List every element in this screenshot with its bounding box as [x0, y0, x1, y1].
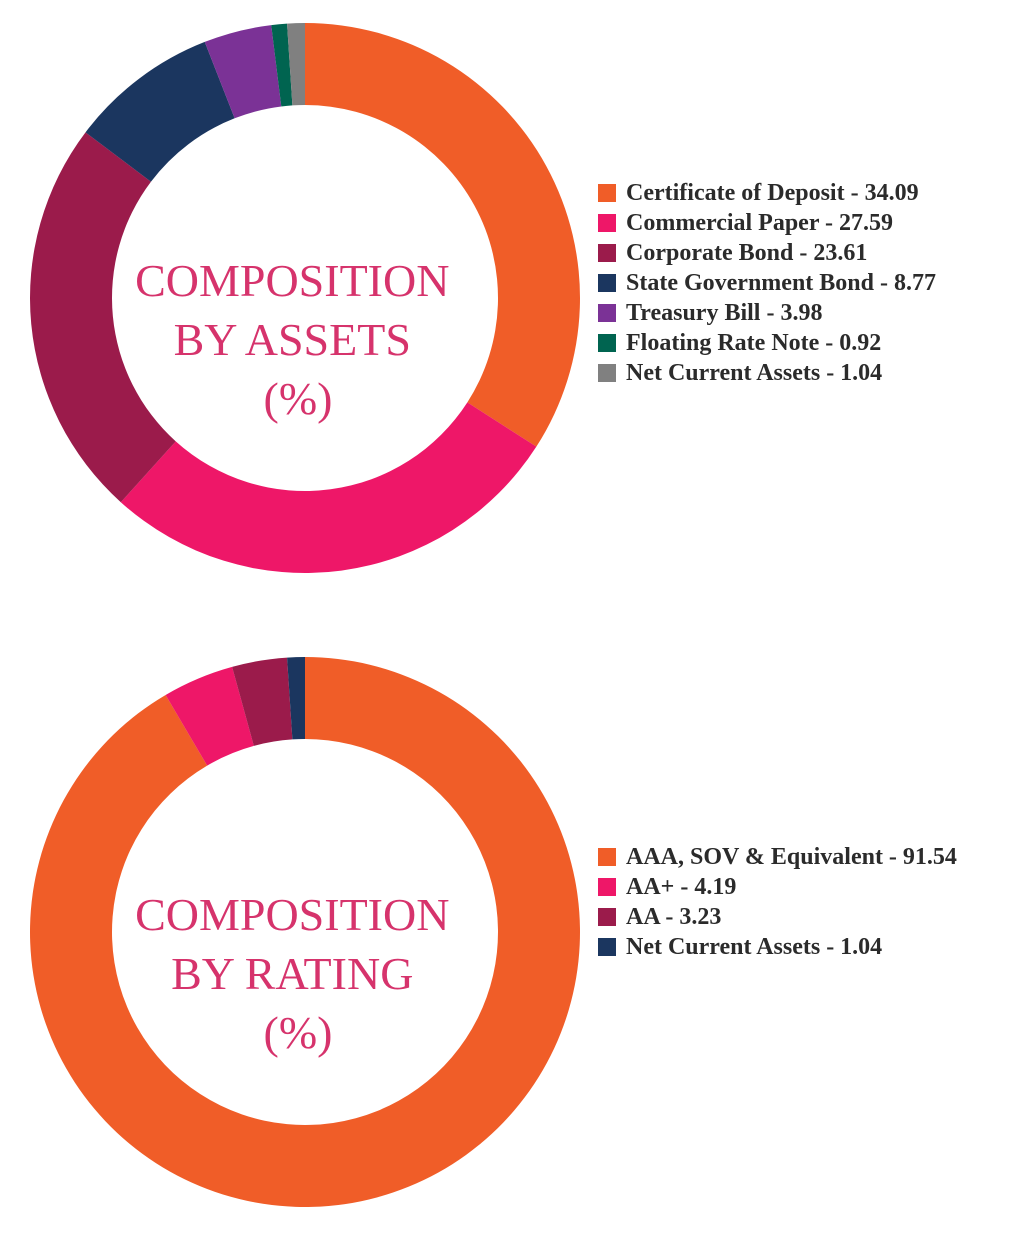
- rating-legend-item: Net Current Assets - 1.04: [598, 932, 970, 962]
- rating-slice-1: [165, 666, 254, 766]
- assets-legend-swatch: [598, 334, 616, 352]
- assets-legend-label: Commercial Paper - 27.59: [626, 210, 894, 236]
- assets-legend-swatch: [598, 304, 616, 322]
- rating-center-title: COMPOSITION BY RATING (%): [135, 889, 461, 1058]
- assets-title-line-1: COMPOSITION: [135, 255, 449, 306]
- assets-legend-swatch: [598, 244, 616, 262]
- assets-slice-5: [271, 23, 293, 107]
- assets-legend-item: Net Current Assets - 1.04: [598, 358, 1008, 388]
- rating-slices: [29, 657, 580, 1207]
- rating-legend-swatch: [598, 848, 616, 866]
- assets-legend-label: Treasury Bill - 3.98: [626, 300, 823, 326]
- assets-legend-label: Floating Rate Note - 0.92: [626, 330, 882, 356]
- rating-legend-swatch: [598, 908, 616, 926]
- assets-legend-label: State Government Bond - 8.77: [626, 270, 936, 296]
- rating-slice-0: [29, 657, 580, 1207]
- rating-title-line-2: BY RATING: [171, 948, 413, 999]
- assets-slice-6: [287, 23, 305, 106]
- assets-legend-item: Floating Rate Note - 0.92: [598, 328, 1008, 358]
- rating-legend-swatch: [598, 938, 616, 956]
- assets-legend-item: Corporate Bond - 23.61: [598, 238, 1008, 268]
- assets-slice-0: [305, 23, 580, 447]
- rating-title-line-3: (%): [264, 1007, 333, 1058]
- assets-legend-label: Net Current Assets - 1.04: [626, 360, 883, 386]
- assets-center-title: COMPOSITION BY ASSETS (%): [135, 255, 461, 424]
- assets-legend-swatch: [598, 184, 616, 202]
- assets-legend-swatch: [598, 364, 616, 382]
- rating-legend-item: AA+ - 4.19: [598, 872, 970, 902]
- rating-slice-2: [232, 657, 293, 746]
- assets-legend-swatch: [598, 274, 616, 292]
- assets-donut-chart: COMPOSITION BY ASSETS (%): [29, 23, 580, 573]
- assets-legend-item: Treasury Bill - 3.98: [598, 298, 1008, 328]
- assets-slice-2: [29, 132, 176, 503]
- rating-legend-label: AA - 3.23: [626, 904, 722, 930]
- assets-legend-item: State Government Bond - 8.77: [598, 268, 1008, 298]
- rating-legend-swatch: [598, 878, 616, 896]
- assets-slice-3: [85, 41, 235, 182]
- assets-title-line-3: (%): [264, 373, 333, 424]
- assets-slice-1: [120, 402, 537, 573]
- assets-legend-label: Certificate of Deposit - 34.09: [626, 180, 919, 206]
- rating-legend-label: AAA, SOV & Equivalent - 91.54: [626, 844, 957, 870]
- rating-title-line-1: COMPOSITION: [135, 889, 449, 940]
- rating-legend-item: AA - 3.23: [598, 902, 970, 932]
- rating-legend-label: Net Current Assets - 1.04: [626, 934, 883, 960]
- assets-legend-label: Corporate Bond - 23.61: [626, 240, 868, 266]
- assets-slice-4: [204, 25, 282, 119]
- assets-slices: [29, 23, 580, 573]
- rating-legend-label: AA+ - 4.19: [626, 874, 737, 900]
- rating-legend-item: AAA, SOV & Equivalent - 91.54: [598, 842, 970, 872]
- assets-legend: Certificate of Deposit - 34.09 Commercial…: [598, 178, 1008, 388]
- assets-title-line-2: BY ASSETS: [174, 314, 411, 365]
- rating-slice-3: [287, 657, 305, 740]
- rating-donut-chart: COMPOSITION BY RATING (%): [29, 657, 580, 1207]
- assets-legend-item: Certificate of Deposit - 34.09: [598, 178, 1008, 208]
- assets-legend-item: Commercial Paper - 27.59: [598, 208, 1008, 238]
- rating-legend: AAA, SOV & Equivalent - 91.54 AA+ - 4.19 A…: [598, 842, 970, 962]
- assets-legend-swatch: [598, 214, 616, 232]
